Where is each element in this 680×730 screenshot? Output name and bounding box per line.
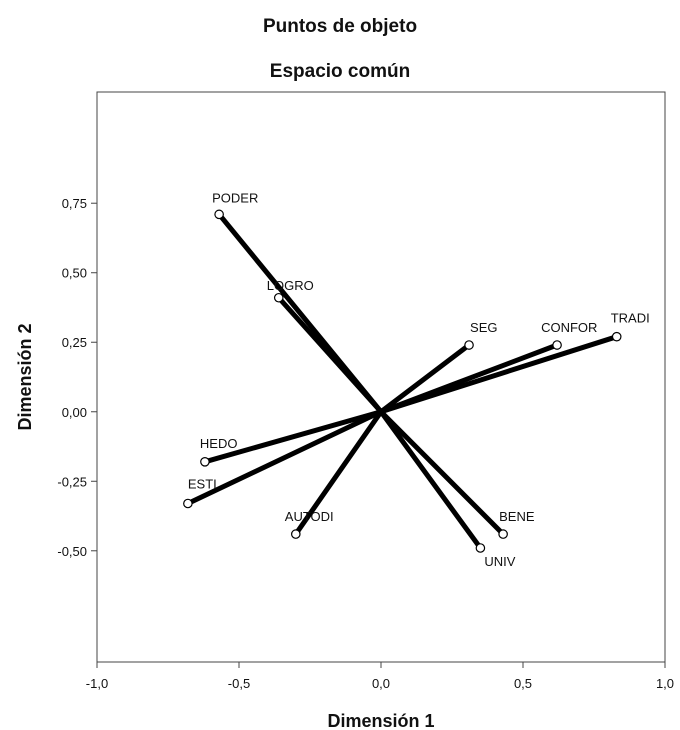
- x-axis-label: Dimensión 1: [327, 711, 434, 730]
- x-tick-label: 0,0: [372, 676, 390, 691]
- y-tick-label: 0,00: [62, 405, 87, 420]
- y-tick-label: 0,25: [62, 335, 87, 350]
- point-label-univ: UNIV: [484, 554, 515, 569]
- point-poder: [214, 209, 224, 220]
- x-tick-label: 0,5: [514, 676, 532, 691]
- point-label-autodi: AUTODI: [285, 509, 334, 524]
- point-tradi: [611, 331, 622, 342]
- point-label-seg: SEG: [470, 320, 497, 335]
- vector-seg: [378, 342, 472, 415]
- vector-logro: [276, 295, 384, 415]
- x-tick-label: -0,5: [228, 676, 250, 691]
- point-label-hedo: HEDO: [200, 436, 238, 451]
- point-univ: [475, 543, 486, 553]
- point-hedo: [200, 457, 210, 467]
- vector-hedo: [202, 409, 384, 465]
- point-confor: [552, 340, 562, 350]
- vector-univ: [378, 409, 483, 551]
- vector-bene: [378, 409, 506, 537]
- point-label-logro: LOGRO: [267, 278, 314, 293]
- point-autodi: [290, 529, 301, 539]
- y-tick-label: -0,25: [57, 474, 87, 489]
- chart-subtitle: Espacio común: [269, 61, 411, 82]
- x-tick-label: -1,0: [86, 676, 108, 691]
- y-tick-label: -0,50: [57, 544, 87, 559]
- vector-esti: [185, 409, 384, 507]
- x-tick-label: 1,0: [656, 676, 674, 691]
- y-tick-label: 0,50: [62, 266, 87, 281]
- chart-title: Puntos de objeto: [262, 16, 418, 37]
- point-label-bene: BENE: [499, 509, 535, 524]
- y-tick-label: 0,75: [62, 196, 87, 211]
- point-bene: [498, 529, 508, 539]
- point-label-tradi: TRADI: [611, 311, 650, 326]
- point-label-confor: CONFOR: [541, 320, 597, 335]
- point-label-esti: ESTI: [188, 477, 217, 492]
- y-axis-label: Dimensión 2: [15, 323, 35, 430]
- point-seg: [464, 340, 474, 350]
- vector-autodi: [293, 409, 384, 537]
- point-label-poder: PODER: [212, 190, 258, 205]
- vector-tradi: [378, 334, 620, 415]
- point-esti: [183, 498, 193, 509]
- point-logro: [273, 292, 284, 303]
- plot-frame: [96, 91, 666, 663]
